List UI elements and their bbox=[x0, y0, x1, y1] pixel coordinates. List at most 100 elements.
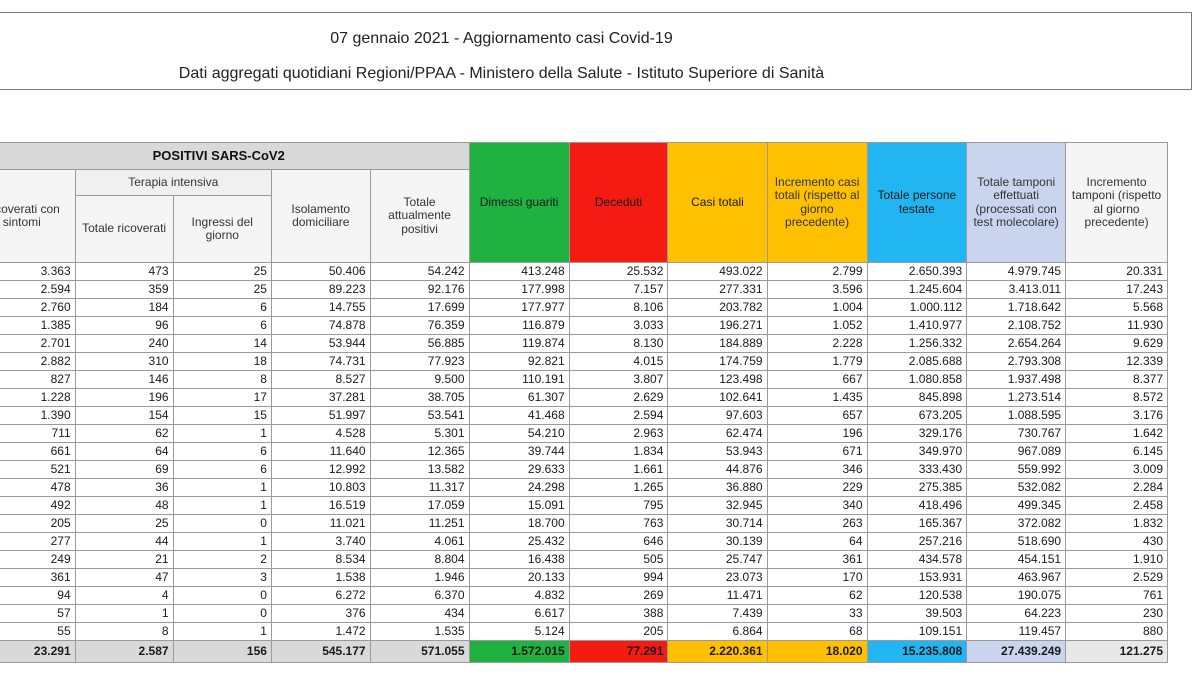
total-casi-totali: 2.220.361 bbox=[667, 640, 768, 663]
cell-isolamento: 53.944 bbox=[270, 334, 371, 353]
cell-ti-totale: 184 bbox=[74, 298, 174, 317]
cell-incremento-casi: 361 bbox=[766, 550, 868, 569]
cell-tamponi: 967.089 bbox=[966, 442, 1067, 461]
cell-tamponi: 190.075 bbox=[966, 586, 1067, 605]
cell-ti-totale: 48 bbox=[74, 496, 174, 515]
cell-deceduti: 505 bbox=[568, 550, 669, 569]
cell-tamponi: 372.082 bbox=[966, 514, 1067, 533]
cell-isolamento: 37.281 bbox=[270, 388, 371, 407]
cell-ricoverati-sintomi: 205 bbox=[0, 514, 76, 533]
cell-casi-totali: 184.889 bbox=[667, 334, 768, 353]
cell-tamponi: 119.457 bbox=[966, 622, 1067, 641]
cell-tamponi: 1.273.514 bbox=[966, 388, 1067, 407]
total-ti-ingressi: 156 bbox=[172, 640, 272, 663]
cell-totale-positivi: 434 bbox=[369, 604, 470, 623]
cell-casi-totali: 7.439 bbox=[667, 604, 768, 623]
cell-incremento-casi: 263 bbox=[766, 514, 868, 533]
cell-incremento-tamponi: 3.176 bbox=[1065, 406, 1168, 425]
report-source-subtitle: Dati aggregati quotidiani Regioni/PPAA -… bbox=[178, 65, 825, 82]
cell-deceduti: 2.629 bbox=[568, 388, 669, 407]
total-deceduti: 77.291 bbox=[568, 640, 669, 663]
header-incremento-tamponi: Incremento tamponi (rispetto al giorno p… bbox=[1065, 142, 1168, 263]
cell-deceduti: 8.130 bbox=[568, 334, 669, 353]
cell-ricoverati-sintomi: 249 bbox=[0, 550, 76, 569]
cell-incremento-tamponi: 12.339 bbox=[1065, 352, 1168, 371]
total-persone-testate: 15.235.808 bbox=[866, 640, 968, 663]
cell-tamponi: 463.967 bbox=[966, 568, 1067, 587]
cell-ti-totale: 1 bbox=[74, 604, 174, 623]
cell-dimessi: 25.432 bbox=[468, 532, 570, 551]
cell-incremento-casi: 62 bbox=[766, 586, 868, 605]
header-ti-ingressi: Ingressi del giorno bbox=[172, 195, 272, 263]
cell-isolamento: 376 bbox=[270, 604, 371, 623]
cell-casi-totali: 174.759 bbox=[667, 352, 768, 371]
cell-ti-totale: 154 bbox=[74, 406, 174, 425]
cell-ricoverati-sintomi: 361 bbox=[0, 568, 76, 587]
cell-deceduti: 1.834 bbox=[568, 442, 669, 461]
cell-deceduti: 269 bbox=[568, 586, 669, 605]
header-positivi-group: POSITIVI SARS-CoV2 bbox=[0, 142, 470, 170]
table-row: 2.760 184 6 14.755 17.699 177.977 8.106 203.782… bbox=[0, 298, 1168, 317]
cell-ti-totale: 69 bbox=[74, 460, 174, 479]
report-title-box: 07 gennaio 2021 - Aggiornamento casi Cov… bbox=[0, 12, 1192, 90]
cell-ti-ingressi: 17 bbox=[172, 388, 272, 407]
cell-totale-positivi: 11.317 bbox=[369, 478, 470, 497]
cell-incremento-casi: 3.596 bbox=[766, 280, 868, 299]
cell-dimessi: 5.124 bbox=[468, 622, 570, 641]
table-row: 57 1 0 376 434 6.617 388 7.439 33 39.503 64.223 230 bbox=[0, 604, 1168, 623]
table-row: 55 8 1 1.472 1.535 5.124 205 6.864 68 109.151 119.… bbox=[0, 622, 1168, 641]
cell-incremento-tamponi: 2.284 bbox=[1065, 478, 1168, 497]
table-row: 661 64 6 11.640 12.365 39.744 1.834 53.943 671 34… bbox=[0, 442, 1168, 461]
total-isolamento: 545.177 bbox=[270, 640, 371, 663]
cell-casi-totali: 44.876 bbox=[667, 460, 768, 479]
cell-incremento-casi: 2.228 bbox=[766, 334, 868, 353]
cell-ti-totale: 146 bbox=[74, 370, 174, 389]
cell-deceduti: 763 bbox=[568, 514, 669, 533]
cell-ti-totale: 44 bbox=[74, 532, 174, 551]
cell-tamponi: 2.108.752 bbox=[966, 316, 1067, 335]
cell-casi-totali: 53.943 bbox=[667, 442, 768, 461]
cell-persone-testate: 109.151 bbox=[866, 622, 968, 641]
cell-ti-ingressi: 1 bbox=[172, 622, 272, 641]
cell-ricoverati-sintomi: 478 bbox=[0, 478, 76, 497]
cell-ti-ingressi: 2 bbox=[172, 550, 272, 569]
cell-ti-ingressi: 8 bbox=[172, 370, 272, 389]
cell-ti-totale: 47 bbox=[74, 568, 174, 587]
cell-ti-totale: 36 bbox=[74, 478, 174, 497]
header-persone-testate: Totale persone testate bbox=[866, 142, 968, 263]
cell-totale-positivi: 56.885 bbox=[369, 334, 470, 353]
cell-totale-positivi: 9.500 bbox=[369, 370, 470, 389]
cell-incremento-casi: 64 bbox=[766, 532, 868, 551]
cell-incremento-tamponi: 1.642 bbox=[1065, 424, 1168, 443]
table-row: 94 4 0 6.272 6.370 4.832 269 11.471 62 120.538 190… bbox=[0, 586, 1168, 605]
cell-deceduti: 994 bbox=[568, 568, 669, 587]
header-incremento-casi: Incremento casi totali (rispetto al gior… bbox=[766, 142, 868, 263]
cell-ricoverati-sintomi: 94 bbox=[0, 586, 76, 605]
cell-incremento-tamponi: 2.529 bbox=[1065, 568, 1168, 587]
cell-totale-positivi: 13.582 bbox=[369, 460, 470, 479]
cell-persone-testate: 1.410.977 bbox=[866, 316, 968, 335]
cell-dimessi: 61.307 bbox=[468, 388, 570, 407]
header-totale-positivi: Totale attualmente positivi bbox=[369, 169, 470, 263]
cell-persone-testate: 165.367 bbox=[866, 514, 968, 533]
cell-dimessi: 39.744 bbox=[468, 442, 570, 461]
cell-ricoverati-sintomi: 57 bbox=[0, 604, 76, 623]
cell-totale-positivi: 4.061 bbox=[369, 532, 470, 551]
cell-incremento-tamponi: 1.832 bbox=[1065, 514, 1168, 533]
cell-tamponi: 559.992 bbox=[966, 460, 1067, 479]
cell-casi-totali: 196.271 bbox=[667, 316, 768, 335]
cell-ti-ingressi: 25 bbox=[172, 262, 272, 281]
cell-persone-testate: 845.898 bbox=[866, 388, 968, 407]
cell-isolamento: 8.534 bbox=[270, 550, 371, 569]
table-row: 277 44 1 3.740 4.061 25.432 646 30.139 64 257.216… bbox=[0, 532, 1168, 551]
cell-persone-testate: 39.503 bbox=[866, 604, 968, 623]
header-dimessi-guariti: Dimessi guariti bbox=[468, 142, 570, 263]
cell-casi-totali: 25.747 bbox=[667, 550, 768, 569]
cell-incremento-casi: 1.004 bbox=[766, 298, 868, 317]
cell-incremento-tamponi: 20.331 bbox=[1065, 262, 1168, 281]
cell-dimessi: 15.091 bbox=[468, 496, 570, 515]
cell-isolamento: 89.223 bbox=[270, 280, 371, 299]
cell-incremento-tamponi: 17.243 bbox=[1065, 280, 1168, 299]
cell-casi-totali: 23.073 bbox=[667, 568, 768, 587]
cell-totale-positivi: 54.242 bbox=[369, 262, 470, 281]
